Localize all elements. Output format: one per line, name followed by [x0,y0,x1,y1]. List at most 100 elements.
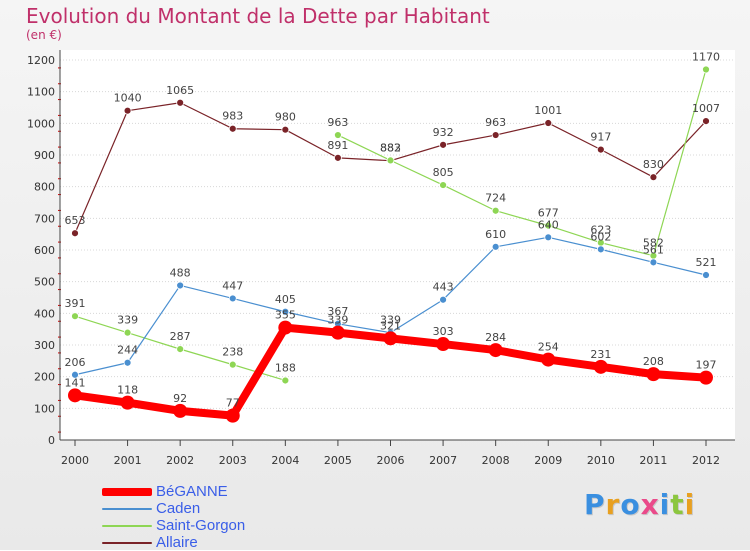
x-tick-label: 2009 [534,454,562,467]
logo-letter: t [670,488,685,521]
y-tick-label: 300 [34,339,55,352]
data-point [702,65,710,74]
data-point [491,131,500,139]
data-label: 963 [327,116,348,129]
data-label: 521 [696,256,717,269]
data-label: 197 [696,359,717,372]
data-label: 339 [117,314,138,327]
legend-swatch [102,507,152,510]
data-point [649,258,658,267]
data-point [278,320,293,335]
y-tick-label: 200 [34,371,55,384]
data-label: 561 [643,243,664,256]
data-label: 391 [65,297,86,310]
data-point [176,281,185,290]
data-label: 983 [222,110,243,123]
x-tick-label: 2011 [639,454,667,467]
data-label: 231 [590,348,611,361]
logo-letter: r [605,488,621,521]
x-tick-label: 2007 [429,454,457,467]
x-tick-label: 2003 [219,454,247,467]
data-point [488,343,503,358]
data-label: 932 [433,126,454,139]
data-label: 405 [275,293,296,306]
data-label: 1065 [166,84,194,97]
y-tick-label: 0 [48,434,55,447]
data-label: 1001 [534,104,562,117]
y-tick-label: 1200 [27,54,55,67]
data-label: 443 [433,281,454,294]
chart-title: Evolution du Montant de la Dette par Hab… [26,4,490,28]
data-label: 284 [485,331,506,344]
legend-label: Saint-Gorgon [156,517,246,534]
x-tick-label: 2012 [692,454,720,467]
data-point [596,145,605,154]
data-label: 882 [380,142,401,155]
chart-unit: (en €) [26,28,62,42]
data-point [228,294,237,303]
data-label: 367 [327,305,348,318]
legend-item: BéGANNE [102,483,245,500]
data-label: 1007 [692,102,720,115]
x-tick-label: 2010 [587,454,615,467]
data-point [439,140,447,149]
data-label: 141 [65,376,86,389]
logo-letter: o [620,488,641,521]
data-point [334,153,342,162]
y-tick-label: 1100 [27,86,55,99]
logo-letter: i [659,488,671,521]
y-tick-label: 400 [34,307,55,320]
data-point [541,352,556,367]
data-point [383,331,398,346]
data-label: 206 [65,356,86,369]
legend-item: Caden [102,500,245,517]
data-point [123,328,132,337]
x-tick-label: 2005 [324,454,352,467]
data-point [491,206,500,215]
data-point [649,173,658,182]
data-point [436,337,451,352]
y-tick-label: 500 [34,276,55,289]
data-label: 883 [380,141,401,154]
data-point [702,117,710,126]
legend-swatch [102,487,152,496]
data-point [228,124,237,133]
data-label: 321 [380,319,401,332]
legend-label: Caden [156,500,201,517]
data-point [439,295,447,304]
x-tick-label: 2000 [61,454,89,467]
data-label: 339 [327,314,348,327]
data-label: 677 [538,207,559,220]
data-point [225,408,240,423]
data-label: 238 [222,346,243,359]
data-label: 653 [65,214,86,227]
data-point [491,242,500,251]
data-label: 980 [275,111,296,124]
data-point [176,345,185,354]
data-point [71,312,79,321]
data-point [702,271,710,279]
data-point [439,181,447,189]
data-label: 188 [275,361,296,374]
data-label: 610 [485,228,506,241]
logo-letter: i [684,488,696,521]
data-point [71,370,79,379]
data-point [68,388,82,403]
x-tick-label: 2006 [377,454,405,467]
data-label: 303 [433,325,454,338]
proxiti-logo: Proxiti [584,488,695,521]
data-point [176,98,185,107]
data-point [386,156,395,165]
y-tick-label: 600 [34,244,55,257]
data-label: 602 [590,230,611,243]
y-tick-label: 100 [34,402,55,415]
data-point [330,325,345,340]
x-tick-label: 2001 [114,454,142,467]
data-label: 77 [226,397,240,410]
series-line [337,69,707,257]
data-point [699,370,713,385]
data-label: 92 [173,392,187,405]
data-point [281,376,290,385]
legend-label: Allaire [156,534,198,551]
